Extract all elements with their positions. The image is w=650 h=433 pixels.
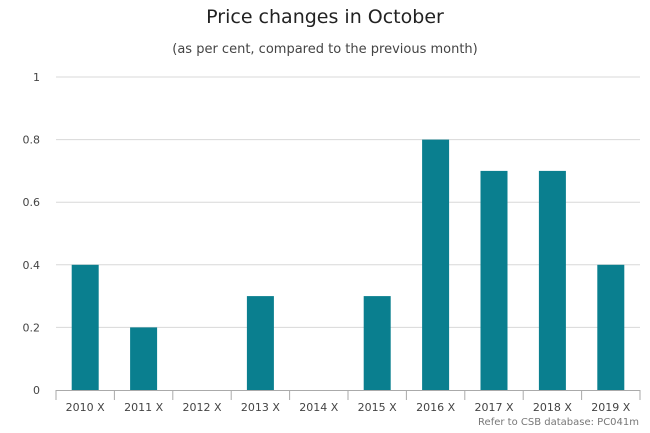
bar-2013-x (246, 296, 274, 390)
x-tick-label: 2019 X (591, 401, 630, 414)
source-note[interactable]: Refer to CSB database: PC041m (478, 417, 639, 428)
bar-2010-x (71, 264, 99, 390)
y-tick-label: 0.6 (23, 196, 41, 209)
y-tick-label: 0.8 (23, 134, 41, 147)
chart-subtitle: (as per cent, compared to the previous m… (172, 42, 478, 57)
x-tick-label: 2016 X (416, 401, 455, 414)
y-tick-label: 0.2 (23, 321, 41, 334)
y-tick-label: 1 (33, 71, 40, 84)
y-tick-label: 0 (33, 384, 40, 397)
x-tick-label: 2015 X (358, 401, 397, 414)
bar-2018-x (538, 170, 566, 390)
x-tick-label: 2013 X (241, 401, 280, 414)
x-tick-label: 2018 X (533, 401, 572, 414)
y-tick-label: 0.4 (23, 259, 41, 272)
x-tick-label: 2012 X (182, 401, 221, 414)
x-tick-label: 2011 X (124, 401, 163, 414)
chart-title: Price changes in October (206, 6, 444, 28)
x-tick-label: 2014 X (299, 401, 338, 414)
x-tick-label: 2017 X (474, 401, 513, 414)
bar-2015-x (363, 296, 391, 390)
bar-2016-x (422, 139, 450, 390)
bar-2017-x (480, 170, 508, 390)
x-tick-label: 2010 X (66, 401, 105, 414)
bar-2019-x (597, 264, 625, 390)
bar-2011-x (130, 327, 158, 390)
